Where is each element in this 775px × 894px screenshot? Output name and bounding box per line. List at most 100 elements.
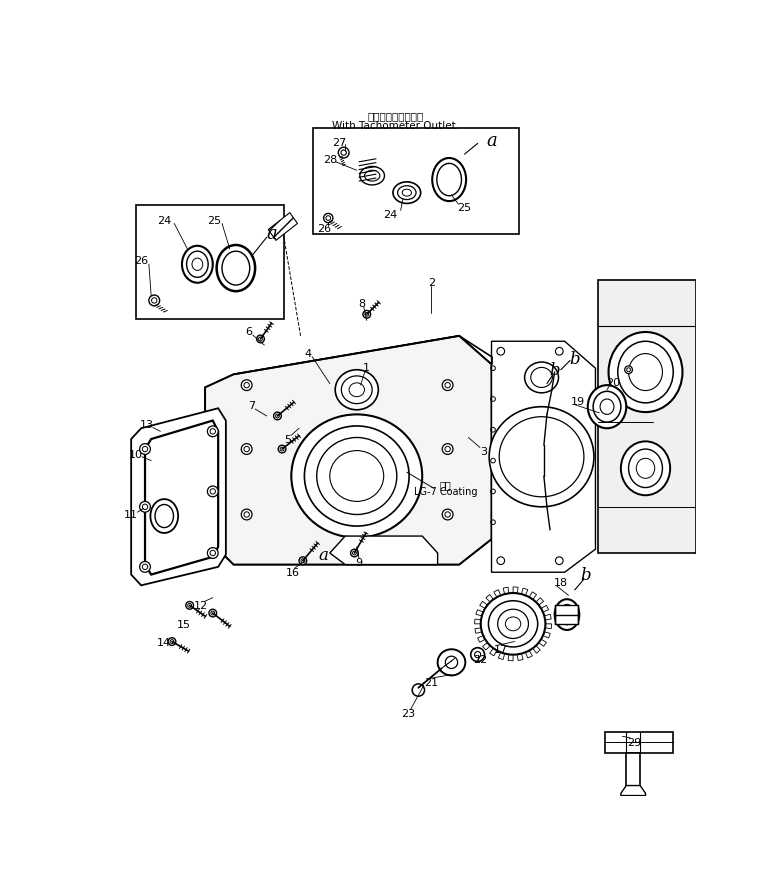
- Ellipse shape: [291, 415, 422, 538]
- Text: a: a: [267, 225, 277, 243]
- Text: 12: 12: [194, 601, 208, 611]
- Circle shape: [241, 444, 252, 455]
- Text: 塗布: 塗布: [439, 479, 451, 489]
- Ellipse shape: [393, 182, 421, 204]
- Circle shape: [208, 548, 219, 559]
- Circle shape: [257, 336, 264, 343]
- Circle shape: [140, 561, 150, 573]
- Polygon shape: [268, 214, 298, 241]
- Circle shape: [443, 380, 453, 391]
- Text: 26: 26: [317, 224, 332, 234]
- Polygon shape: [529, 592, 536, 600]
- Circle shape: [208, 486, 219, 497]
- Polygon shape: [486, 595, 494, 603]
- Polygon shape: [205, 336, 491, 565]
- Polygon shape: [491, 342, 595, 573]
- Bar: [136, 206, 284, 319]
- Polygon shape: [477, 636, 485, 643]
- Text: 4: 4: [305, 349, 312, 358]
- Ellipse shape: [217, 246, 255, 291]
- Circle shape: [625, 367, 632, 375]
- Text: 28: 28: [322, 155, 337, 164]
- Text: 20: 20: [606, 377, 620, 388]
- Ellipse shape: [489, 408, 594, 507]
- Polygon shape: [513, 587, 518, 594]
- Text: 13: 13: [140, 419, 153, 429]
- Text: 10: 10: [129, 450, 143, 460]
- Polygon shape: [474, 620, 481, 624]
- Text: 11: 11: [124, 510, 138, 520]
- Text: 29: 29: [627, 737, 641, 746]
- Ellipse shape: [432, 159, 466, 202]
- Text: 18: 18: [554, 578, 568, 587]
- Ellipse shape: [438, 650, 465, 676]
- Circle shape: [556, 557, 563, 565]
- Circle shape: [186, 602, 194, 610]
- Ellipse shape: [621, 442, 670, 495]
- Text: 14: 14: [157, 637, 171, 647]
- Ellipse shape: [182, 247, 213, 283]
- Bar: [313, 129, 519, 235]
- Text: 1: 1: [363, 362, 370, 372]
- Text: b: b: [570, 351, 580, 368]
- Polygon shape: [498, 653, 505, 660]
- Text: 25: 25: [207, 216, 222, 226]
- Text: 2: 2: [428, 278, 435, 288]
- Polygon shape: [503, 587, 509, 595]
- Text: b: b: [549, 362, 560, 379]
- Polygon shape: [131, 409, 226, 586]
- Circle shape: [350, 550, 358, 557]
- Polygon shape: [490, 648, 497, 656]
- Polygon shape: [330, 536, 438, 565]
- Ellipse shape: [470, 648, 484, 662]
- Circle shape: [208, 426, 219, 437]
- Circle shape: [497, 348, 505, 356]
- Ellipse shape: [336, 370, 378, 410]
- Text: a: a: [319, 546, 329, 563]
- Ellipse shape: [360, 167, 384, 186]
- Polygon shape: [475, 628, 482, 634]
- Circle shape: [299, 557, 307, 565]
- Ellipse shape: [480, 594, 546, 655]
- Polygon shape: [544, 614, 551, 620]
- Circle shape: [209, 610, 217, 617]
- Text: 17: 17: [494, 645, 508, 654]
- Circle shape: [363, 311, 370, 319]
- Polygon shape: [480, 602, 487, 609]
- Circle shape: [443, 444, 453, 455]
- Text: 7: 7: [248, 401, 255, 410]
- Text: 19: 19: [570, 396, 585, 406]
- Text: 8: 8: [359, 299, 366, 308]
- Ellipse shape: [525, 363, 559, 393]
- Circle shape: [412, 684, 425, 696]
- Ellipse shape: [555, 600, 579, 630]
- Text: a: a: [486, 132, 497, 150]
- Circle shape: [241, 380, 252, 391]
- Text: 22: 22: [473, 654, 487, 664]
- Text: 25: 25: [457, 202, 472, 212]
- Circle shape: [140, 444, 150, 455]
- Polygon shape: [508, 654, 513, 661]
- Text: 3: 3: [480, 447, 487, 457]
- Text: 21: 21: [425, 678, 439, 687]
- Text: 26: 26: [134, 256, 148, 266]
- Polygon shape: [621, 786, 646, 796]
- Circle shape: [278, 446, 286, 453]
- Text: With Tachometer Outlet.: With Tachometer Outlet.: [332, 121, 459, 131]
- Circle shape: [443, 510, 453, 520]
- Text: 24: 24: [383, 210, 397, 220]
- Text: 23: 23: [401, 708, 415, 719]
- Circle shape: [241, 510, 252, 520]
- Circle shape: [149, 296, 160, 307]
- Text: LG-7 Coating: LG-7 Coating: [414, 487, 477, 497]
- Circle shape: [274, 413, 281, 420]
- Polygon shape: [525, 651, 532, 658]
- Polygon shape: [541, 605, 549, 612]
- Text: 6: 6: [246, 327, 253, 337]
- Bar: [605, 732, 673, 754]
- Polygon shape: [522, 588, 528, 595]
- Polygon shape: [598, 281, 696, 553]
- Text: 24: 24: [157, 216, 171, 226]
- Text: 27: 27: [332, 138, 346, 148]
- Polygon shape: [476, 610, 483, 616]
